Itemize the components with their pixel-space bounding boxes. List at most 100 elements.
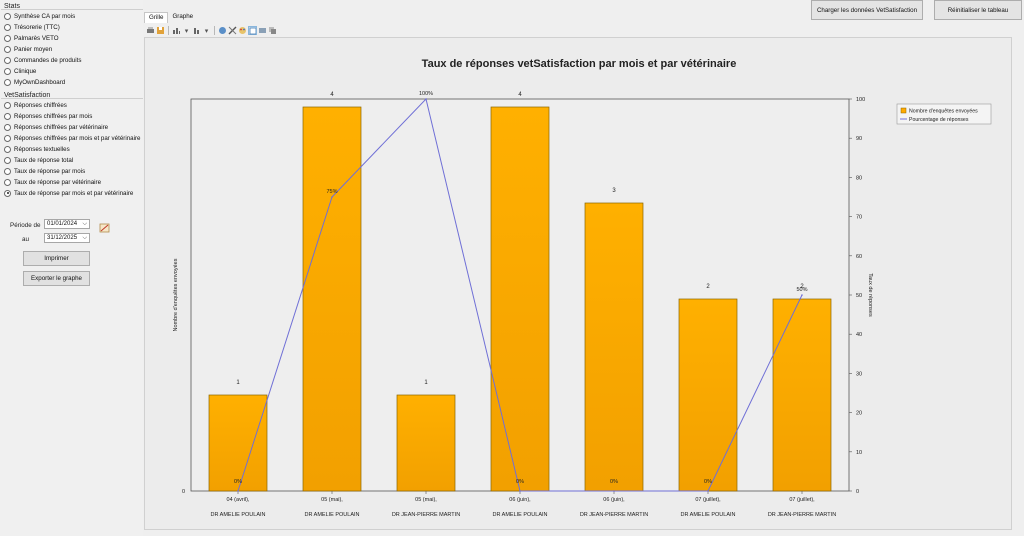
vet-option[interactable]: Réponses chiffrées par mois et par vétér… — [4, 133, 140, 143]
globe-icon[interactable] — [218, 26, 227, 35]
radio-button[interactable] — [4, 145, 11, 153]
print-button[interactable]: Imprimer — [23, 251, 90, 266]
radio-button[interactable] — [4, 167, 11, 175]
copy-icon[interactable] — [268, 26, 277, 35]
page-icon[interactable] — [258, 26, 267, 35]
radio-button[interactable] — [4, 123, 11, 131]
stats-option[interactable]: MyOwnDashboard — [4, 77, 65, 87]
vet-group — [1, 98, 143, 99]
vet-option-label: Taux de réponse total — [14, 156, 74, 164]
stats-option[interactable]: Clinique — [4, 66, 36, 76]
stats-option[interactable]: Palmarès VETO — [4, 33, 59, 43]
right-axis-tick-label: 20 — [856, 411, 862, 417]
right-axis-tick-label: 10 — [856, 450, 862, 456]
radio-button[interactable] — [4, 34, 11, 42]
radio-button[interactable] — [4, 189, 11, 197]
line-value-label: 0% — [234, 479, 242, 485]
bar — [584, 202, 644, 492]
vet-option-label: Réponses chiffrées par vétérinaire — [14, 123, 109, 131]
date-from-picker[interactable]: 01/01/2024 ⌵ — [44, 219, 90, 229]
palette-icon[interactable] — [238, 26, 247, 35]
chevron-down-icon[interactable]: ▾ — [204, 27, 209, 35]
stats-option-label: Panier moyen — [14, 45, 53, 53]
vet-group-title: VetSatisfaction — [4, 92, 51, 99]
bar-value-label: 1 — [424, 380, 428, 386]
stats-option-label: Clinique — [14, 67, 37, 75]
left-panel: Stats Synthèse CA par mois Trésorerie (TT… — [0, 0, 143, 536]
radio-button[interactable] — [4, 134, 11, 142]
stats-option[interactable]: Synthèse CA par mois — [4, 11, 75, 21]
right-axis-tick-label: 90 — [856, 136, 862, 142]
right-axis-tick-label: 70 — [856, 215, 862, 221]
date-to-picker[interactable]: 31/12/2025 ⌵ — [44, 233, 90, 243]
bar-chart-icon[interactable] — [172, 26, 181, 35]
save-icon[interactable] — [156, 26, 165, 35]
vet-option[interactable]: Taux de réponse par mois et par vétérina… — [4, 188, 133, 198]
bar-value-label: 1 — [236, 380, 240, 386]
stats-option-label: Trésorerie (TTC) — [14, 23, 60, 31]
radio-button[interactable] — [4, 12, 11, 20]
vet-option-label: Taux de réponse par mois et par vétérina… — [14, 189, 134, 197]
stats-option[interactable]: Trésorerie (TTC) — [4, 22, 60, 32]
legend-bar-swatch — [900, 107, 907, 114]
tools-icon[interactable] — [228, 26, 237, 35]
line-value-label: 0% — [516, 479, 524, 485]
radio-button[interactable] — [4, 78, 11, 86]
stats-option[interactable]: Panier moyen — [4, 44, 52, 54]
print-icon[interactable] — [146, 26, 155, 35]
radio-button[interactable] — [4, 101, 11, 109]
radio-button[interactable] — [4, 156, 11, 164]
chart-panel: Taux de réponses vetSatisfaction par moi… — [144, 37, 1012, 530]
vet-option[interactable]: Réponses chiffrées — [4, 100, 67, 110]
right-axis-tick-label: 60 — [856, 254, 862, 260]
vet-option[interactable]: Taux de réponse par vétérinaire — [4, 177, 101, 187]
x-axis-tick-label: DR AMELIE POULAIN — [680, 512, 735, 518]
line-point — [519, 490, 521, 492]
x-axis-tick-label: 06 (juin), — [509, 497, 531, 503]
chart-type-icon[interactable] — [192, 26, 201, 35]
chevron-down-icon[interactable]: ▾ — [184, 27, 189, 35]
stats-group-title: Stats — [4, 3, 20, 10]
stats-option[interactable]: Commandes de produits — [4, 55, 81, 65]
bar — [396, 394, 456, 492]
period-from-label: Période de — [10, 222, 41, 229]
x-axis-tick-label: DR AMELIE POULAIN — [492, 512, 547, 518]
select-icon[interactable] — [248, 26, 257, 35]
x-axis-tick-label: DR AMELIE POULAIN — [210, 512, 265, 518]
radio-button[interactable] — [4, 112, 11, 120]
radio-button[interactable] — [4, 56, 11, 64]
toolbar-separator — [214, 26, 215, 35]
vet-option[interactable]: Réponses chiffrées par mois — [4, 111, 92, 121]
stats-option-label: Palmarès VETO — [14, 34, 59, 42]
vet-option[interactable]: Taux de réponse total — [4, 155, 73, 165]
export-chart-button[interactable]: Exporter le graphe — [23, 271, 90, 286]
vet-option-label: Réponses chiffrées — [14, 101, 67, 109]
reset-table-button[interactable]: Réinitialiser le tableau — [934, 0, 1022, 20]
right-axis-label: Taux de réponses — [867, 273, 873, 317]
bar-value-label: 2 — [800, 284, 804, 290]
bar — [208, 394, 268, 492]
bar-value-label: 4 — [330, 92, 334, 98]
radio-button[interactable] — [4, 45, 11, 53]
load-data-button[interactable]: Charger les données VetSatisfaction — [811, 0, 923, 20]
right-axis-tick-label: 80 — [856, 175, 862, 181]
radio-button[interactable] — [4, 23, 11, 31]
right-axis-tick-label: 0 — [856, 489, 859, 495]
radio-button[interactable] — [4, 178, 11, 186]
x-axis-tick-label: 06 (juin), — [603, 497, 625, 503]
x-axis-tick-label: 05 (mai), — [321, 497, 343, 503]
bar — [490, 106, 550, 492]
vet-option[interactable]: Réponses chiffrées par vétérinaire — [4, 122, 108, 132]
chart-toolbar: ▾ ▾ — [146, 24, 277, 37]
vet-option[interactable]: Taux de réponse par mois — [4, 166, 85, 176]
vet-option[interactable]: Réponses textuelles — [4, 144, 70, 154]
date-from-value: 01/01/2024 — [47, 221, 78, 227]
calendar-icon[interactable] — [99, 222, 110, 233]
tab-grid[interactable]: Grille — [144, 12, 169, 23]
line-value-label: 75% — [326, 189, 337, 195]
vet-option-label: Réponses textuelles — [14, 145, 70, 153]
radio-button[interactable] — [4, 67, 11, 75]
tab-chart[interactable]: Graphe — [172, 13, 194, 20]
left-axis-label: Nombre d'enquêtes envoyées — [173, 258, 179, 331]
